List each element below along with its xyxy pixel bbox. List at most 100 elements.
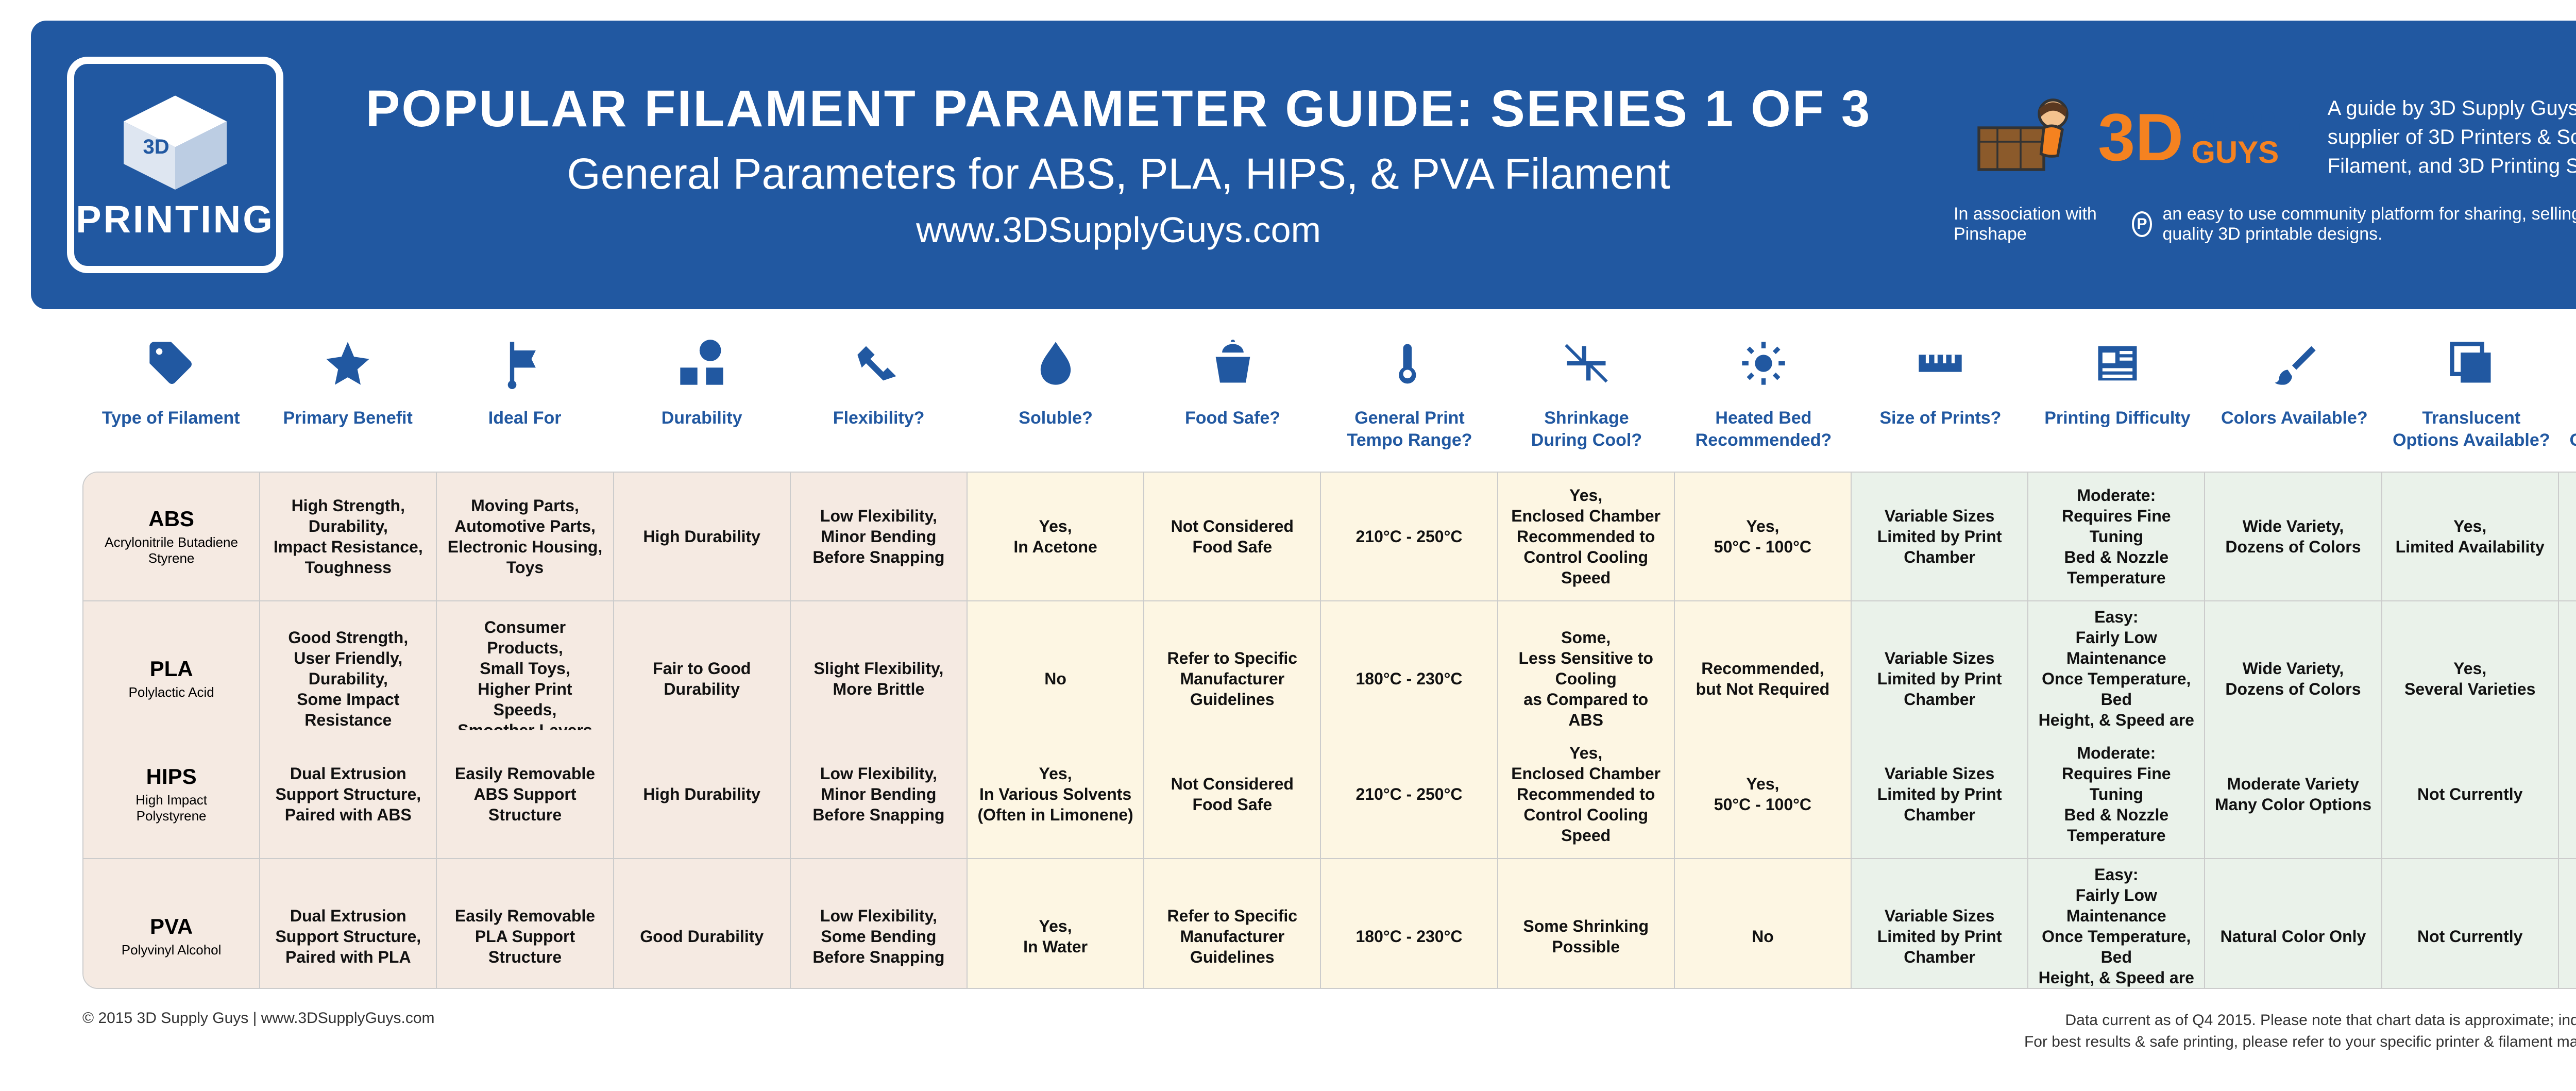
data-cell: Variable SizesLimited by Print Chamber	[1852, 859, 2028, 989]
data-cell: Variable SizesLimited by Print Chamber	[1852, 473, 2028, 601]
column-label: Printing Difficulty	[2039, 407, 2195, 429]
column-label: ShrinkageDuring Cool?	[1526, 407, 1647, 451]
cell-text: Variable SizesLimited by Print Chamber	[1861, 648, 2018, 710]
header-banner: 3D PRINTING POPULAR FILAMENT PARAMETER G…	[31, 21, 2576, 309]
footer-left: © 2015 3D Supply Guys | www.3DSupplyGuys…	[82, 1010, 435, 1053]
table-row: PLA Polylactic Acid Good Strength,User Fr…	[83, 601, 2576, 730]
data-cell: Moderate:Requires Fine TuningBed & Nozzl…	[2028, 730, 2205, 859]
column-header: Flexibility?	[790, 335, 967, 451]
data-cell: Natural Color Only	[2205, 859, 2382, 989]
cell-text: Moderate:Requires Fine TuningBed & Nozzl…	[2038, 743, 2195, 846]
column-header: Size of Prints?	[1852, 335, 2029, 451]
cell-text: Yes,Limited Availability	[2396, 516, 2545, 557]
cell-text: 210°C - 250°C	[1355, 526, 1462, 547]
data-cell: Yes,In Acetone	[968, 473, 1144, 601]
data-grid: ABS Acrylonitrile Butadiene StyreneHigh …	[82, 472, 2576, 989]
cell-text: Slight Flexibility,More Brittle	[814, 658, 943, 699]
column-headers-row: Type of Filament Primary Benefit Ideal F…	[82, 335, 2576, 451]
page-url: www.3DSupplyGuys.com	[916, 209, 1321, 250]
cell-text: No	[1752, 926, 1774, 947]
cell-text: Good Durability	[640, 926, 764, 947]
shrink-icon	[1558, 335, 1615, 392]
cell-text: Dual ExtrusionSupport Structure,Paired w…	[275, 763, 421, 825]
column-label: Size of Prints?	[1874, 407, 2006, 429]
column-header: Heated BedRecommended?	[1675, 335, 1852, 451]
cell-text: Moderate:Requires Fine TuningBed & Nozzl…	[2038, 485, 2195, 588]
cell-text: Variable SizesLimited by Print Chamber	[1861, 905, 2018, 967]
filament-fullname: Acrylonitrile Butadiene Styrene	[93, 534, 250, 566]
data-cell: Yes,Enclosed ChamberRecommended toContro…	[1498, 473, 1675, 601]
food-icon	[1205, 335, 1261, 392]
sun-icon	[1735, 335, 1792, 392]
page-subtitle: General Parameters for ABS, PLA, HIPS, &…	[567, 149, 1670, 199]
column-label: Colors Available?	[2216, 407, 2373, 429]
data-cell: Easily RemovableABS Support Structure	[437, 730, 614, 859]
printing-label: PRINTING	[76, 197, 275, 241]
column-label: General PrintTempo Range?	[1342, 407, 1477, 451]
cell-text: Consumer Products,Small Toys,Higher Prin…	[446, 617, 603, 741]
footer: © 2015 3D Supply Guys | www.3DSupplyGuys…	[82, 1010, 2576, 1053]
data-cell: Moderate VarietyMany Color Options	[2205, 730, 2382, 859]
cell-text: Wide Variety,Dozens of Colors	[2225, 658, 2361, 699]
cell-text: Yes,Several Varieties	[2404, 658, 2535, 699]
column-header: Printing Difficulty	[2029, 335, 2206, 451]
cell-text: Yes,In Water	[1023, 916, 1088, 957]
cell-text: Moving Parts,Automotive Parts,Electronic…	[448, 495, 602, 578]
data-cell: Not ConsideredFood Safe	[1144, 473, 1321, 601]
ruler-icon	[1912, 335, 1969, 392]
table-row: HIPS High ImpactPolystyreneDual Extrusio…	[83, 730, 2576, 859]
data-cell: Not Currently	[2559, 859, 2576, 989]
filament-fullname: Polyvinyl Alcohol	[122, 942, 222, 958]
data-cell: Some Shrinking Possible	[1498, 859, 1675, 989]
data-cell: Low Flexibility,Minor BendingBefore Snap…	[791, 730, 968, 859]
brand-supply: SUPPLY	[2191, 106, 2312, 137]
cell-text: Yes,In Acetone	[1013, 516, 1097, 557]
cell-text: Easily RemovablePLA Support Structure	[446, 905, 603, 967]
data-cell: Not Currently	[2382, 730, 2559, 859]
cell-text: Low Flexibility,Some BendingBefore Snapp…	[812, 905, 944, 967]
filament-fullname: Polylactic Acid	[129, 684, 214, 700]
tag-icon	[143, 335, 199, 392]
column-label: Primary Benefit	[278, 407, 418, 429]
cell-text: Yes,In Various Solvents(Often in Limonen…	[977, 763, 1133, 825]
page-title: POPULAR FILAMENT PARAMETER GUIDE: SERIES…	[366, 79, 1872, 139]
column-label: Flexibility?	[828, 407, 930, 429]
data-cell: High Durability	[614, 473, 791, 601]
column-label: Durability	[656, 407, 748, 429]
cell-text: Good Strength,User Friendly,Durability,S…	[269, 627, 427, 730]
cell-text: 180°C - 230°C	[1355, 926, 1462, 947]
data-cell: High Strength,Durability,Impact Resistan…	[260, 473, 437, 601]
cell-text: Refer to SpecificManufacturer Guidelines	[1154, 648, 1311, 710]
column-header: Food Safe?	[1144, 335, 1321, 451]
filament-name: PLA	[150, 657, 193, 681]
cell-text: Yes,50°C - 100°C	[1714, 774, 1811, 815]
column-header: ShrinkageDuring Cool?	[1498, 335, 1675, 451]
cell-text: Not Currently	[2417, 926, 2522, 947]
cell-text: 210°C - 250°C	[1355, 784, 1462, 804]
footer-right: Data current as of Q4 2015. Please note …	[2024, 1010, 2576, 1053]
pinshape-line: In association with Pinshape P an easy t…	[1954, 204, 2576, 244]
column-label: Type of Filament	[97, 407, 245, 429]
column-header: Type of Filament	[82, 335, 259, 451]
cell-text: Easily RemovableABS Support Structure	[446, 763, 603, 825]
cell-text: Wide Variety,Dozens of Colors	[2225, 516, 2361, 557]
data-cell: Yes,50°C - 100°C	[1675, 473, 1852, 601]
filament-name-cell: PVA Polyvinyl Alcohol	[83, 859, 260, 989]
table-row: ABS Acrylonitrile Butadiene StyreneHigh …	[83, 473, 2576, 601]
cell-text: Fair to Good Durability	[623, 658, 781, 699]
data-cell: Yes,In Various Solvents(Often in Limonen…	[968, 730, 1144, 859]
header-blurb: A guide by 3D Supply Guys, a premium sup…	[2328, 94, 2576, 180]
header-center: POPULAR FILAMENT PARAMETER GUIDE: SERIES…	[314, 79, 1923, 250]
data-cell: 180°C - 230°C	[1321, 859, 1498, 989]
data-cell: Refer to SpecificManufacturer Guidelines	[1144, 859, 1321, 989]
header-right: 3D SUPPLY GUYS A guide by 3D Supply Guys…	[1954, 86, 2576, 244]
cell-text: Some,Less Sensitive to Coolingas Compare…	[1507, 627, 1665, 730]
column-header: Colors Available?	[2206, 335, 2383, 451]
data-cell: Moving Parts,Automotive Parts,Electronic…	[437, 473, 614, 601]
data-cell: Yes,Limited Availability	[2382, 473, 2559, 601]
cell-text: High Durability	[643, 526, 760, 547]
data-cell: High Durability	[614, 730, 791, 859]
brand-guys: GUYS	[2191, 137, 2312, 168]
cell-text: Moderate VarietyMany Color Options	[2215, 774, 2371, 815]
cell-text: Yes,Enclosed ChamberRecommended toContro…	[1507, 485, 1665, 588]
